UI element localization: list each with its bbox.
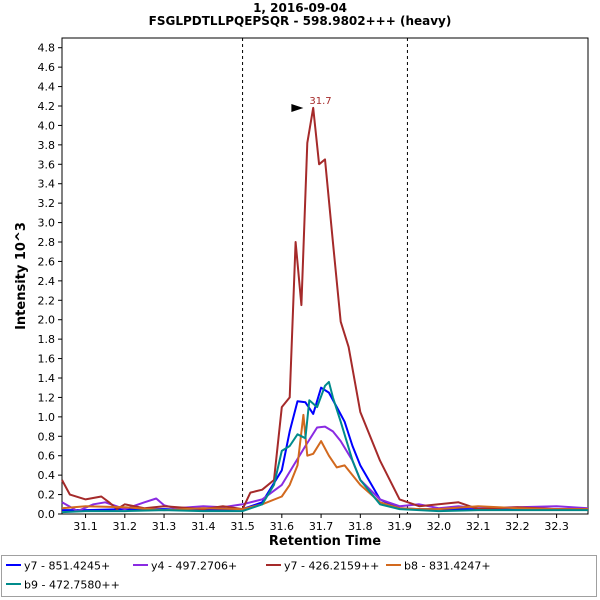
boundary-lines bbox=[242, 38, 408, 514]
y-tick-label: 0.2 bbox=[38, 489, 56, 502]
legend-item[interactable]: b9 - 472.7580++ bbox=[6, 578, 120, 596]
y-tick-label: 0.6 bbox=[38, 450, 56, 463]
chromatogram-chart[interactable]: 31.1 31.2 31.3 31.4 31.5 31.6 31.7 31.8 31.9 32.0… bbox=[0, 0, 600, 555]
chart-title: 1, 2016-09-04 bbox=[253, 1, 347, 15]
x-axis-title: Retention Time bbox=[269, 534, 381, 549]
y-tick-label: 2.4 bbox=[38, 275, 56, 288]
legend-swatch-icon bbox=[6, 564, 21, 566]
legend-swatch-icon bbox=[133, 564, 148, 566]
y-tick-label: 1.6 bbox=[38, 353, 56, 366]
series-line[interactable] bbox=[61, 106, 588, 511]
series-line[interactable] bbox=[61, 413, 588, 512]
x-tick-label: 31.5 bbox=[230, 520, 255, 533]
y-tick-label: 4.0 bbox=[38, 119, 56, 132]
y-tick-label: 4.6 bbox=[38, 61, 56, 74]
x-tick-label: 32.2 bbox=[505, 520, 530, 533]
y-tick-label: 4.8 bbox=[38, 42, 56, 55]
y-tick-label: 0.0 bbox=[38, 508, 56, 521]
x-tick-label: 32.0 bbox=[427, 520, 452, 533]
y-tick-label: 1.2 bbox=[38, 391, 56, 404]
plot-area bbox=[61, 37, 589, 515]
y-tick-label: 3.6 bbox=[38, 158, 56, 171]
y-tick-label: 0.8 bbox=[38, 430, 56, 443]
x-tick-label: 32.3 bbox=[544, 520, 569, 533]
x-tick-label: 31.3 bbox=[152, 520, 177, 533]
legend-swatch-icon bbox=[266, 564, 281, 566]
legend-label: b9 - 472.7580++ bbox=[24, 578, 120, 592]
legend-label: y7 - 851.4245+ bbox=[24, 559, 111, 573]
y-tick-label: 4.2 bbox=[38, 100, 56, 113]
peak-label: 31.7 bbox=[309, 96, 331, 107]
y-tick-label: 3.4 bbox=[38, 178, 56, 191]
series-layer bbox=[61, 106, 589, 514]
y-axis-title: Intensity 10^3 bbox=[14, 222, 29, 330]
peak-arrow-icon bbox=[291, 103, 304, 112]
legend-swatch-icon bbox=[386, 564, 401, 566]
y-tick-label: 2.6 bbox=[38, 255, 56, 268]
y-tick-label: 0.4 bbox=[38, 469, 56, 482]
legend-label: y7 - 426.2159++ bbox=[284, 559, 380, 573]
y-tick-label: 1.4 bbox=[38, 372, 56, 385]
x-tick-label: 31.2 bbox=[113, 520, 138, 533]
legend-item[interactable]: y7 - 851.4245+ bbox=[6, 559, 110, 577]
x-tick-label: 31.9 bbox=[387, 520, 412, 533]
series-line[interactable] bbox=[61, 380, 588, 514]
x-tick-label: 31.1 bbox=[73, 520, 98, 533]
axis-ticks: 31.1 31.2 31.3 31.4 31.5 31.6 31.7 31.8 31.9 32.0… bbox=[38, 42, 569, 533]
x-tick-label: 31.4 bbox=[191, 520, 216, 533]
y-tick-label: 1.0 bbox=[38, 411, 56, 424]
peak-annotation: 31.7 bbox=[291, 96, 332, 112]
chart-legend: y7 - 851.4245+ y4 - 497.2706+ y7 - 426.2… bbox=[1, 555, 597, 597]
y-tick-label: 2.2 bbox=[38, 294, 56, 307]
x-tick-label: 31.7 bbox=[309, 520, 334, 533]
legend-swatch-icon bbox=[6, 583, 21, 585]
legend-label: b8 - 831.4247+ bbox=[404, 559, 491, 573]
x-tick-label: 32.1 bbox=[466, 520, 491, 533]
x-tick-label: 31.8 bbox=[348, 520, 373, 533]
legend-item[interactable]: y4 - 497.2706+ bbox=[133, 559, 237, 577]
y-tick-label: 2.8 bbox=[38, 236, 56, 249]
x-tick-label: 31.6 bbox=[270, 520, 295, 533]
chart-subtitle: FSGLPDTLLPQEPSQR - 598.9802+++ (heavy) bbox=[148, 14, 452, 28]
y-tick-label: 3.8 bbox=[38, 139, 56, 152]
legend-label: y4 - 497.2706+ bbox=[151, 559, 238, 573]
legend-item[interactable]: y7 - 426.2159++ bbox=[266, 559, 379, 577]
y-tick-label: 3.0 bbox=[38, 217, 56, 230]
y-tick-label: 3.2 bbox=[38, 197, 56, 210]
y-tick-label: 2.0 bbox=[38, 314, 56, 327]
legend-item[interactable]: b8 - 831.4247+ bbox=[386, 559, 491, 577]
y-tick-label: 1.8 bbox=[38, 333, 56, 346]
y-tick-label: 4.4 bbox=[38, 81, 56, 94]
